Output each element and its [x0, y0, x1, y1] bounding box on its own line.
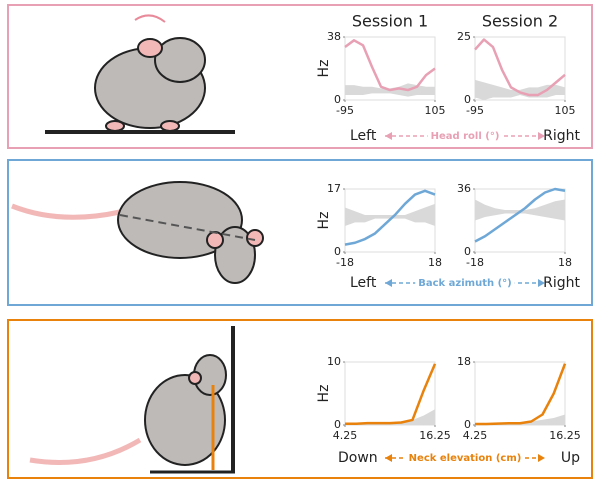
tuning-curve	[475, 363, 567, 426]
x-tick-label: 105	[555, 104, 576, 117]
y-tick-label: 0	[334, 418, 341, 431]
label-bg	[415, 278, 515, 289]
axis-end-label: Down	[338, 450, 378, 466]
panel-frame	[7, 319, 593, 479]
y-tick-label: 0	[464, 418, 471, 431]
shuffle-band	[345, 203, 435, 227]
y-tick-label: 0	[334, 93, 341, 106]
axis-end-label: Left	[350, 128, 377, 144]
shuffle-band	[475, 199, 565, 221]
y-axis-label: Hz	[316, 212, 332, 230]
x-tick-label: -95	[336, 104, 354, 117]
x-tick-label: 18	[428, 256, 442, 269]
axis-label: Head roll (°)	[431, 131, 500, 142]
y-tick-label: 0	[334, 245, 341, 258]
chart-title: Session 1	[352, 12, 428, 31]
axis-label: Back azimuth (°)	[418, 278, 512, 289]
tuning-curve	[344, 39, 436, 92]
axis-label: Neck elevation (cm)	[409, 453, 522, 464]
rat-illustration	[45, 14, 235, 134]
plot-frame	[474, 188, 566, 253]
shuffle-band	[475, 414, 565, 425]
y-tick-label: 36	[457, 182, 471, 195]
axis-end-label: Right	[543, 275, 580, 291]
plot-frame	[474, 361, 566, 426]
y-tick-label: 10	[327, 355, 341, 368]
x-tick-label: 105	[425, 104, 446, 117]
tuning-curve	[474, 38, 566, 97]
y-axis-label: Hz	[316, 60, 332, 78]
shuffle-band	[475, 79, 565, 100]
tuning-curve	[344, 189, 436, 246]
panel-frame	[7, 4, 593, 149]
y-tick-label: 0	[464, 245, 471, 258]
tuning-curve	[474, 187, 566, 243]
y-tick-label: 0	[464, 93, 471, 106]
x-tick-label: -18	[336, 256, 354, 269]
y-tick-label: 18	[457, 355, 471, 368]
chart-title: Session 2	[482, 12, 558, 31]
label-bg	[405, 453, 525, 464]
x-tick-label: 16.25	[549, 429, 581, 442]
y-axis-label: Hz	[316, 385, 332, 403]
y-tick-label: 17	[327, 182, 341, 195]
x-tick-label: -18	[466, 256, 484, 269]
axis-end-label: Right	[543, 128, 580, 144]
x-tick-label: -95	[466, 104, 484, 117]
axis-end-label: Left	[350, 275, 377, 291]
plot-frame	[474, 36, 566, 101]
x-tick-label: 4.25	[463, 429, 488, 442]
axis-end-label: Up	[561, 450, 580, 466]
panel-frame	[7, 159, 593, 306]
y-tick-label: 38	[327, 30, 341, 43]
x-tick-label: 16.25	[419, 429, 451, 442]
tuning-curve	[345, 363, 437, 425]
rat-illustration	[29, 326, 235, 474]
rat-illustration	[11, 181, 264, 284]
label-bg	[427, 131, 503, 142]
x-tick-label: 18	[558, 256, 572, 269]
y-tick-label: 25	[457, 30, 471, 43]
x-tick-label: 4.25	[333, 429, 358, 442]
